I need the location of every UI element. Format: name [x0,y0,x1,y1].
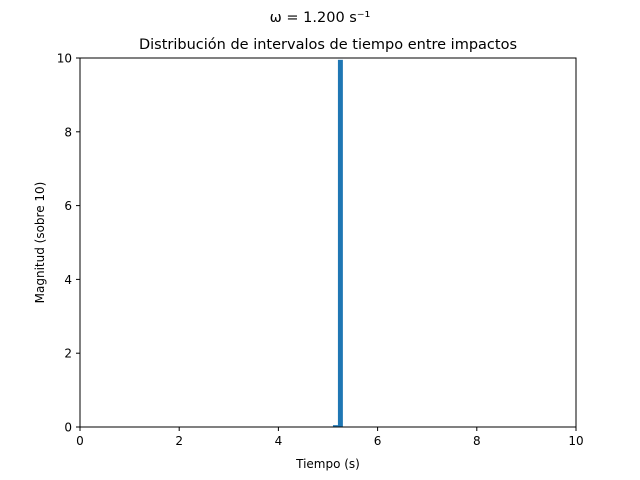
histogram-bar-1 [337,59,343,427]
x-tick-label-4: 8 [473,434,481,448]
x-axis-label: Tiempo (s) [295,457,360,471]
figure-suptitle: ω = 1.200 s⁻¹ [270,10,371,26]
x-tick-label-0: 0 [76,434,84,448]
y-axis-ticks: 0 2 4 6 8 10 [57,52,80,435]
y-tick-label-4: 8 [64,125,72,139]
x-tick-label-5: 10 [568,434,583,448]
y-tick-label-0: 0 [64,421,72,435]
plot-frame [79,57,577,428]
y-tick-label-2: 4 [64,273,72,287]
x-tick-label-2: 4 [275,434,283,448]
histogram-bar-0 [332,425,338,427]
x-tick-label-1: 2 [175,434,183,448]
x-axis-ticks: 0 2 4 6 8 10 [76,427,584,448]
y-tick-label-5: 10 [57,52,72,66]
bars-group [332,59,343,427]
y-axis-label: Magnitud (sobre 10) [33,182,47,304]
y-tick-label-3: 6 [64,199,72,213]
chart-title: Distribución de intervalos de tiempo ent… [139,37,517,53]
x-tick-label-3: 6 [374,434,382,448]
y-tick-label-1: 2 [64,347,72,361]
